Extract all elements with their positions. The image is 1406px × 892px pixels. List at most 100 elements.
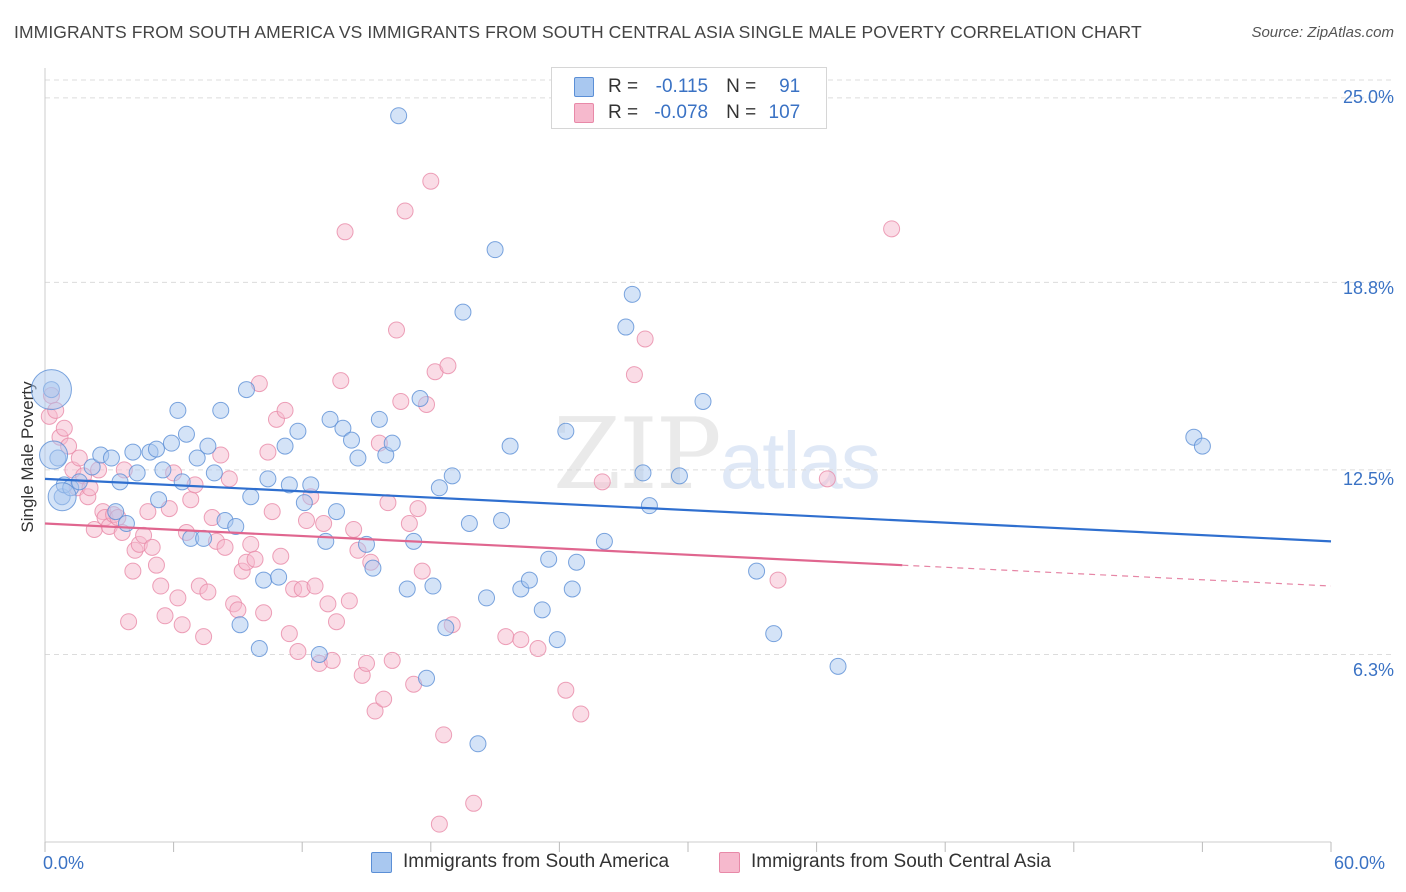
point-south-america [259,470,277,488]
bottom-legend-item-south-america: Immigrants from South America [371,851,669,873]
point-south-central-asia [212,446,230,464]
point-south-america [437,619,455,637]
point-south-america [321,410,339,428]
point-south-central-asia [818,470,836,488]
point-south-america [486,241,504,259]
point-south-america [411,389,429,407]
point-south-central-asia [340,592,358,610]
x-tick-label-max: 60.0% [1334,853,1386,873]
point-south-america [102,449,120,467]
point-south-central-asia [255,604,273,622]
correlation-legend: R = -0.115 N = 91 R = -0.078 N = 107 [551,67,827,129]
source-credit: Source: ZipAtlas.com [1251,24,1394,41]
legend-r-value: -0.078 [654,102,709,123]
trend-lines [44,477,1332,587]
point-south-america [162,434,180,452]
legend-n-label: N = [726,76,757,97]
point-south-america [83,458,101,476]
point-south-america [568,553,586,571]
point-south-america [205,464,223,482]
point-south-central-asia [883,220,901,238]
point-south-america [199,437,217,455]
point-south-america [595,532,613,550]
point-south-america [670,467,688,485]
point-south-central-asia [242,535,260,553]
point-south-central-asia [272,547,290,565]
point-south-central-asia [182,491,200,509]
point-south-america [295,494,313,512]
trend-line-south-america [44,477,1332,543]
point-south-central-asia [55,419,73,437]
point-south-america [128,464,146,482]
point-south-america [557,422,575,440]
legend-r-label: R = [608,76,639,97]
point-south-central-asia [512,631,530,649]
point-south-america [548,631,566,649]
point-south-central-asia [327,613,345,631]
point-south-america [169,401,187,419]
point-south-america [327,503,345,521]
point-south-america [493,512,511,530]
legend-r-value: -0.115 [655,76,709,97]
point-south-central-asia [769,571,787,589]
point-south-america [424,577,442,595]
legend-row-south-america: R = -0.115 N = 91 [574,75,800,99]
point-south-central-asia [366,702,384,720]
point-south-central-asia [593,473,611,491]
point-south-central-asia [315,515,333,533]
bottom-legend-label: Immigrants from South Central Asia [751,851,1051,872]
point-south-america [334,419,352,437]
point-south-central-asia [246,550,264,568]
point-south-central-asia [435,726,453,744]
point-south-america [478,589,496,607]
point-south-central-asia [336,223,354,241]
point-south-central-asia [156,607,174,625]
point-south-america [177,425,195,443]
bottom-legend-item-south-central-asia: Immigrants from South Central Asia [719,851,1051,873]
legend-n-label: N = [726,102,757,123]
point-south-america [454,303,472,321]
point-south-america [364,559,382,577]
point-south-central-asia [120,613,138,631]
point-south-central-asia [430,815,448,833]
point-south-central-asia [439,357,457,375]
point-south-america [195,529,213,547]
point-south-america [173,473,191,491]
point-south-central-asia [625,366,643,384]
point-south-central-asia [529,640,547,658]
point-south-central-asia [143,538,161,556]
point-south-america [107,503,125,521]
point-south-central-asia [70,449,88,467]
point-south-central-asia [169,589,187,607]
point-south-central-asia [199,583,217,601]
point-south-central-asia [379,494,397,512]
point-south-central-asia [195,628,213,646]
point-south-central-asia [572,705,590,723]
axes [44,68,1332,852]
point-south-america [154,461,172,479]
point-south-america [117,515,135,533]
point-south-america [237,381,255,399]
point-south-america [623,285,641,303]
point-south-america [342,431,360,449]
point-south-america [418,669,436,687]
point-south-america [289,422,307,440]
y-tick-label-18-8: 18.8% [1342,278,1394,298]
point-south-america [765,625,783,643]
point-south-america [617,318,635,336]
point-south-central-asia [422,172,440,190]
point-south-america [270,568,288,586]
point-south-america [383,434,401,452]
point-south-central-asia [147,556,165,574]
y-tick-label-12-5: 12.5% [1342,469,1394,489]
legend-n-value: 107 [768,102,801,123]
point-south-america [255,571,273,589]
point-south-america [276,437,294,455]
y-tick-label-6-3: 6.3% [1352,660,1394,680]
trend-line-south-central-asia [44,522,903,567]
point-south-america [443,467,461,485]
point-south-america [150,491,168,509]
point-south-central-asia [465,794,483,812]
point-south-america [469,735,487,753]
